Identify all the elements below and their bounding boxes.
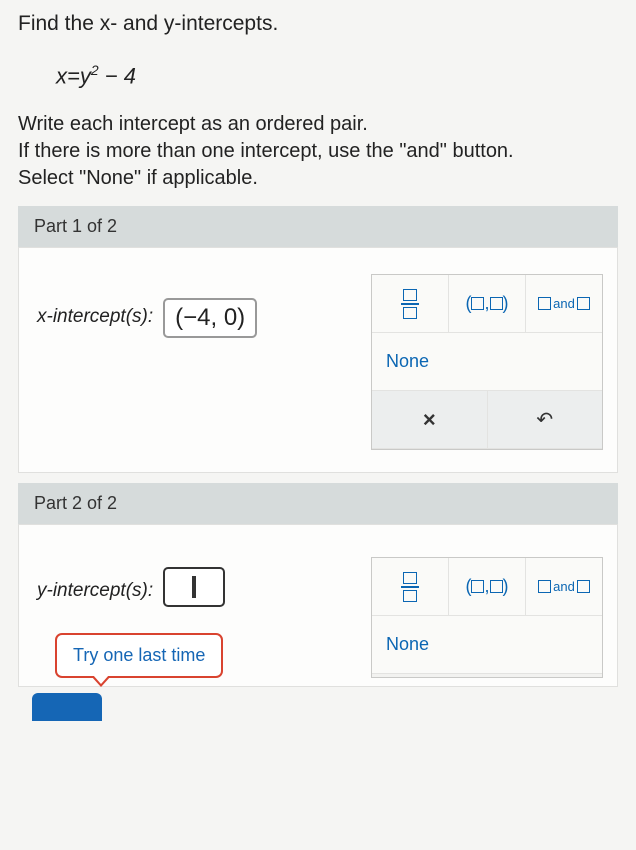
ordered-pair-button[interactable]: (,) [449, 558, 526, 616]
equation: x=y2 − 4 [18, 54, 618, 111]
and-button[interactable]: and [526, 558, 602, 616]
part-2: Part 2 of 2 y-intercept(s): Try one last… [18, 483, 618, 687]
part-1-header: Part 1 of 2 [18, 206, 618, 247]
fraction-button[interactable] [372, 275, 449, 333]
undo-button[interactable]: ↶ [488, 391, 603, 449]
undo-icon: ↶ [536, 407, 553, 432]
instructions: Write each intercept as an ordered pair.… [18, 111, 618, 192]
clear-button[interactable]: × [372, 391, 488, 449]
try-again-button[interactable]: Try one last time [55, 633, 223, 678]
x-intercept-label: x-intercept(s): [37, 298, 153, 328]
fraction-button[interactable] [372, 558, 449, 616]
none-button[interactable]: None [372, 333, 602, 391]
x-intercept-input[interactable]: (−4, 0) [163, 298, 257, 338]
text-cursor-icon [192, 576, 196, 598]
y-intercept-input[interactable] [163, 567, 225, 607]
part-1: Part 1 of 2 x-intercept(s): (−4, 0) (,) … [18, 206, 618, 473]
footer-button[interactable] [32, 693, 102, 721]
none-button[interactable]: None [372, 616, 602, 674]
x-icon: × [423, 407, 436, 433]
toolbox-part1: (,) and None × ↶ [371, 274, 603, 450]
ordered-pair-button[interactable]: (,) [449, 275, 526, 333]
and-button[interactable]: and [526, 275, 602, 333]
toolbox-part2: (,) and None [371, 557, 603, 678]
question-title: Find the x- and y-intercepts. [18, 12, 618, 36]
part-2-header: Part 2 of 2 [18, 483, 618, 524]
y-intercept-label: y-intercept(s): [37, 572, 153, 602]
